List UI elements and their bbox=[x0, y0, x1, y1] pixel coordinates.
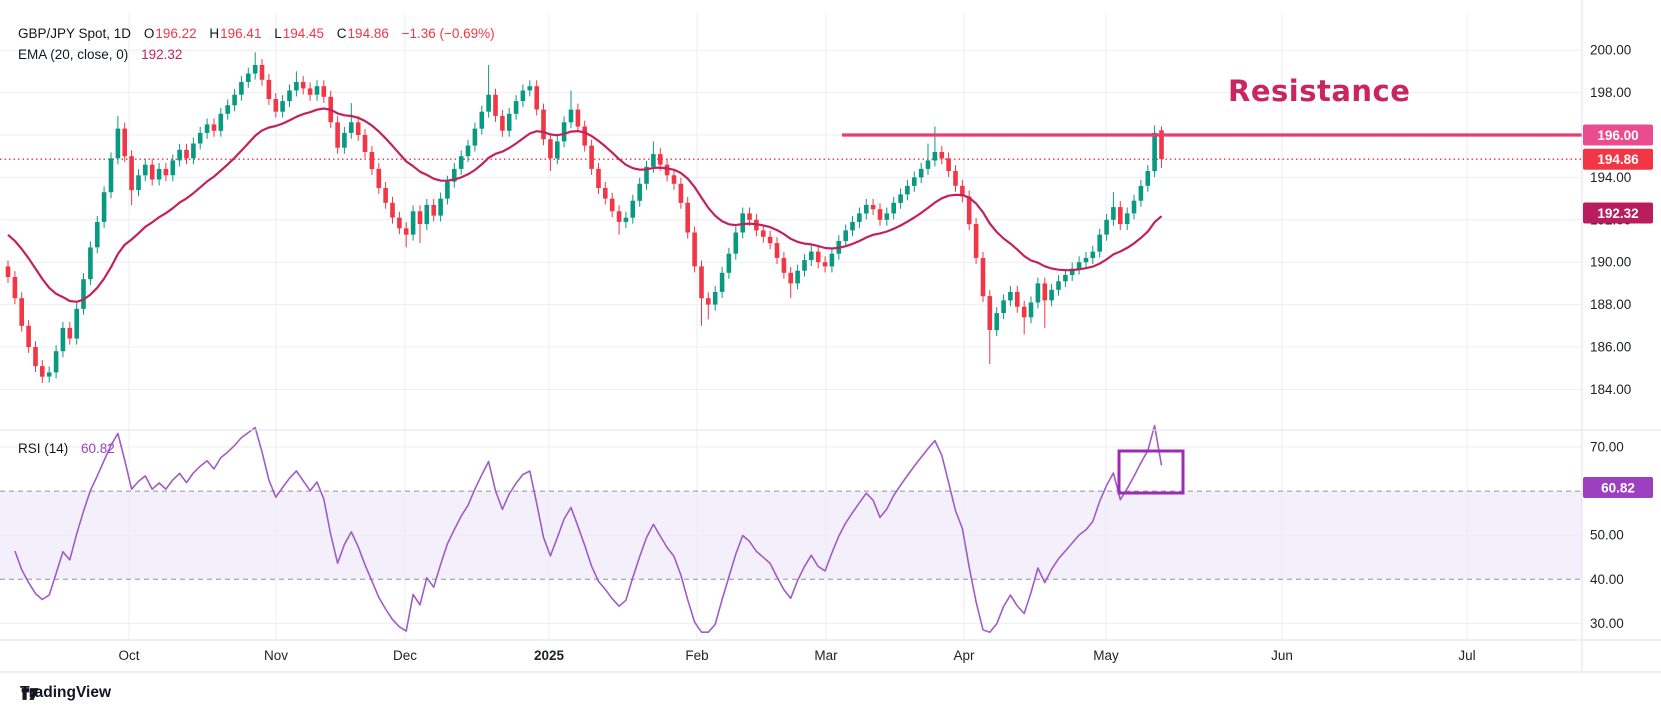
svg-text:196.00: 196.00 bbox=[1597, 128, 1638, 143]
svg-text:Mar: Mar bbox=[814, 648, 838, 663]
close-value: C194.86 bbox=[336, 26, 389, 41]
svg-text:70.00: 70.00 bbox=[1590, 440, 1624, 455]
rsi-band-lines bbox=[0, 490, 1582, 580]
svg-text:60.82: 60.82 bbox=[1601, 480, 1635, 495]
open-value: O196.22 bbox=[143, 26, 197, 41]
tradingview-logo[interactable]: TradingView bbox=[20, 684, 111, 702]
symbol-title: GBP/JPY Spot, 1D bbox=[18, 26, 132, 41]
tradingview-mark-icon bbox=[21, 688, 39, 700]
svg-text:2025: 2025 bbox=[534, 648, 565, 663]
resistance-annotation[interactable]: Resistance bbox=[1228, 74, 1411, 108]
svg-text:Oct: Oct bbox=[118, 648, 139, 663]
axis-badges: 196.00 194.86 192.32 60.82 bbox=[1583, 124, 1653, 498]
svg-text:192.32: 192.32 bbox=[1597, 206, 1638, 221]
svg-text:188.00: 188.00 bbox=[1590, 297, 1631, 312]
svg-text:Nov: Nov bbox=[264, 648, 288, 663]
svg-text:Dec: Dec bbox=[393, 648, 417, 663]
grid bbox=[0, 14, 1582, 640]
svg-text:50.00: 50.00 bbox=[1590, 528, 1624, 543]
svg-text:186.00: 186.00 bbox=[1590, 340, 1631, 355]
svg-text:Feb: Feb bbox=[685, 648, 708, 663]
svg-text:40.00: 40.00 bbox=[1590, 572, 1624, 587]
candles[interactable] bbox=[5, 52, 1164, 383]
svg-text:200.00: 200.00 bbox=[1590, 43, 1631, 58]
ema-legend-row[interactable]: EMA (20, close, 0) 192.32 bbox=[18, 47, 182, 62]
rsi-label: RSI (14) bbox=[18, 441, 69, 456]
svg-text:Apr: Apr bbox=[953, 648, 975, 663]
high-value: H196.41 bbox=[209, 26, 262, 41]
change-value: −1.36 (−0.69%) bbox=[401, 26, 495, 41]
ema-line[interactable] bbox=[7, 107, 1163, 303]
svg-text:30.00: 30.00 bbox=[1590, 616, 1624, 631]
svg-text:194.86: 194.86 bbox=[1597, 152, 1639, 167]
rsi-value: 60.82 bbox=[81, 441, 115, 456]
bottom-border bbox=[0, 671, 1661, 674]
pane-separators bbox=[0, 0, 1661, 671]
ema-label: EMA (20, close, 0) bbox=[18, 47, 129, 62]
svg-text:May: May bbox=[1093, 648, 1119, 663]
time-axis[interactable]: Oct Nov Dec 2025 Feb Mar Apr May Jun Jul bbox=[118, 648, 1475, 663]
svg-text:Jun: Jun bbox=[1271, 648, 1293, 663]
rsi-highlight-box[interactable] bbox=[1117, 449, 1185, 495]
symbol-legend-row[interactable]: GBP/JPY Spot, 1D O196.22 H196.41 L194.45… bbox=[18, 26, 495, 41]
rsi-line[interactable] bbox=[14, 424, 1163, 634]
svg-text:184.00: 184.00 bbox=[1590, 382, 1631, 397]
ema-value: 192.32 bbox=[141, 47, 183, 62]
rsi-legend-row[interactable]: RSI (14) 60.82 bbox=[18, 441, 115, 456]
svg-text:190.00: 190.00 bbox=[1590, 255, 1631, 270]
svg-text:194.00: 194.00 bbox=[1590, 170, 1631, 185]
svg-text:Jul: Jul bbox=[1458, 648, 1475, 663]
svg-text:198.00: 198.00 bbox=[1590, 85, 1631, 100]
rsi-axis[interactable]: 70.00 50.00 40.00 30.00 bbox=[1590, 440, 1624, 631]
low-value: L194.45 bbox=[274, 26, 325, 41]
tradingview-wordmark: TradingView bbox=[20, 684, 112, 701]
